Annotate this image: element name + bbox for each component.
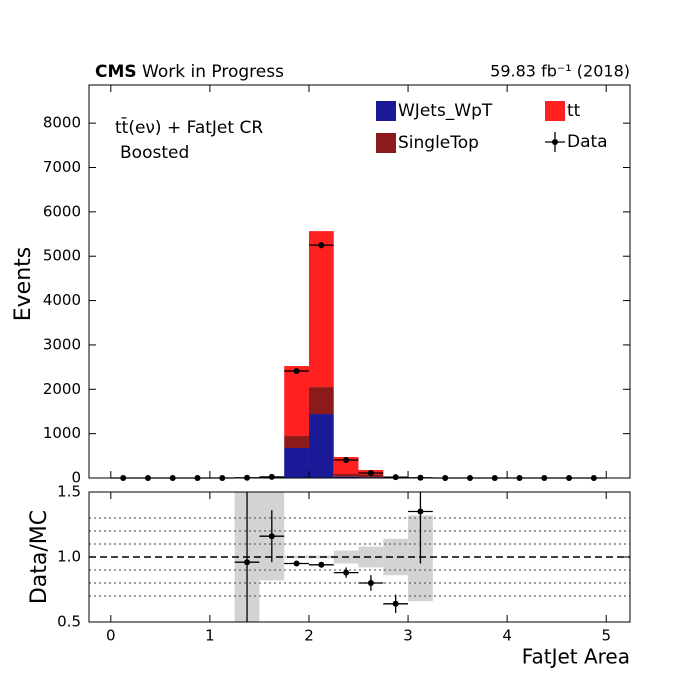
bar-segment [284, 448, 309, 478]
x-tick-label: 0 [106, 627, 116, 645]
ratio-point [284, 560, 309, 567]
y-tick-label: 0.5 [57, 613, 81, 631]
ratio-point [259, 510, 285, 563]
legend-label: tt [567, 101, 581, 121]
legend-swatch [545, 101, 565, 121]
legend-swatch [376, 101, 396, 121]
frame [88, 84, 631, 479]
y-tick-label: 3000 [43, 335, 81, 353]
x-axis-label: FatJet Area [522, 645, 630, 669]
marker [293, 560, 300, 567]
marker [367, 580, 374, 586]
marker [318, 561, 325, 568]
bar-segment [308, 231, 334, 388]
marker [268, 473, 275, 480]
legend-label: WJets_WpT [398, 101, 493, 121]
y-tick-label: 7000 [43, 158, 81, 176]
marker [244, 559, 251, 566]
marker [367, 469, 374, 476]
marker [318, 242, 325, 249]
y-tick-label: 8000 [43, 114, 81, 132]
bar-segment [308, 414, 334, 478]
subtitle: Work in Progress [142, 62, 284, 82]
lumi: 59.83 fb⁻¹ (2018) [490, 62, 630, 81]
data-point [333, 457, 359, 464]
y-tick-label: 4000 [43, 291, 81, 309]
plot-area [89, 492, 630, 622]
legend-label: SingleTop [398, 133, 479, 153]
cms-label: CMS [95, 62, 137, 82]
data-point [259, 473, 285, 480]
y-tick-label: 1000 [43, 424, 81, 442]
data-point [308, 241, 334, 249]
header: CMS Work in Progress [95, 62, 284, 82]
y-tick-label: 6000 [43, 202, 81, 220]
x-tick-label: 4 [502, 627, 512, 645]
annotation: tt̄(eν) + FatJet CR [115, 116, 263, 138]
y-tick-label: 0 [71, 469, 81, 487]
data-point [358, 469, 384, 476]
bar-segment [308, 387, 334, 415]
ratio-point [333, 567, 359, 578]
marker [392, 600, 399, 607]
x-tick-label: 2 [304, 627, 314, 645]
y-tick-label: 5000 [43, 247, 81, 265]
bar-segment [333, 476, 359, 478]
x-tick-label: 5 [601, 627, 611, 645]
uncertainty-band [284, 555, 309, 559]
data-point [284, 368, 309, 375]
ratio-point [358, 575, 384, 591]
y-tick-label: 2000 [43, 380, 81, 398]
ratio-point [308, 561, 334, 568]
marker [343, 569, 350, 576]
ratio-point [383, 594, 409, 613]
y-tick-label: 1.0 [57, 548, 81, 566]
y-axis-label: Data/MC [27, 510, 52, 604]
bar-segment [333, 474, 359, 477]
legend-marker [552, 139, 558, 145]
x-tick-label: 1 [205, 627, 215, 645]
bar-segment [284, 366, 309, 437]
marker [417, 508, 424, 515]
marker [293, 368, 300, 375]
x-tick-label: 3 [403, 627, 413, 645]
legend-swatch [376, 133, 396, 153]
annotation: Boosted [120, 143, 189, 163]
data-point [383, 474, 409, 481]
marker [392, 474, 399, 481]
ratio-point [234, 492, 260, 622]
marker [343, 457, 350, 464]
legend-label: Data [567, 132, 608, 152]
y-axis-label: Events [11, 247, 36, 322]
bar-segment [333, 457, 359, 475]
ratio-point [408, 492, 433, 564]
bar-segment [284, 436, 309, 449]
frame [88, 491, 631, 623]
marker [268, 533, 275, 540]
y-tick-label: 1.5 [57, 483, 81, 501]
